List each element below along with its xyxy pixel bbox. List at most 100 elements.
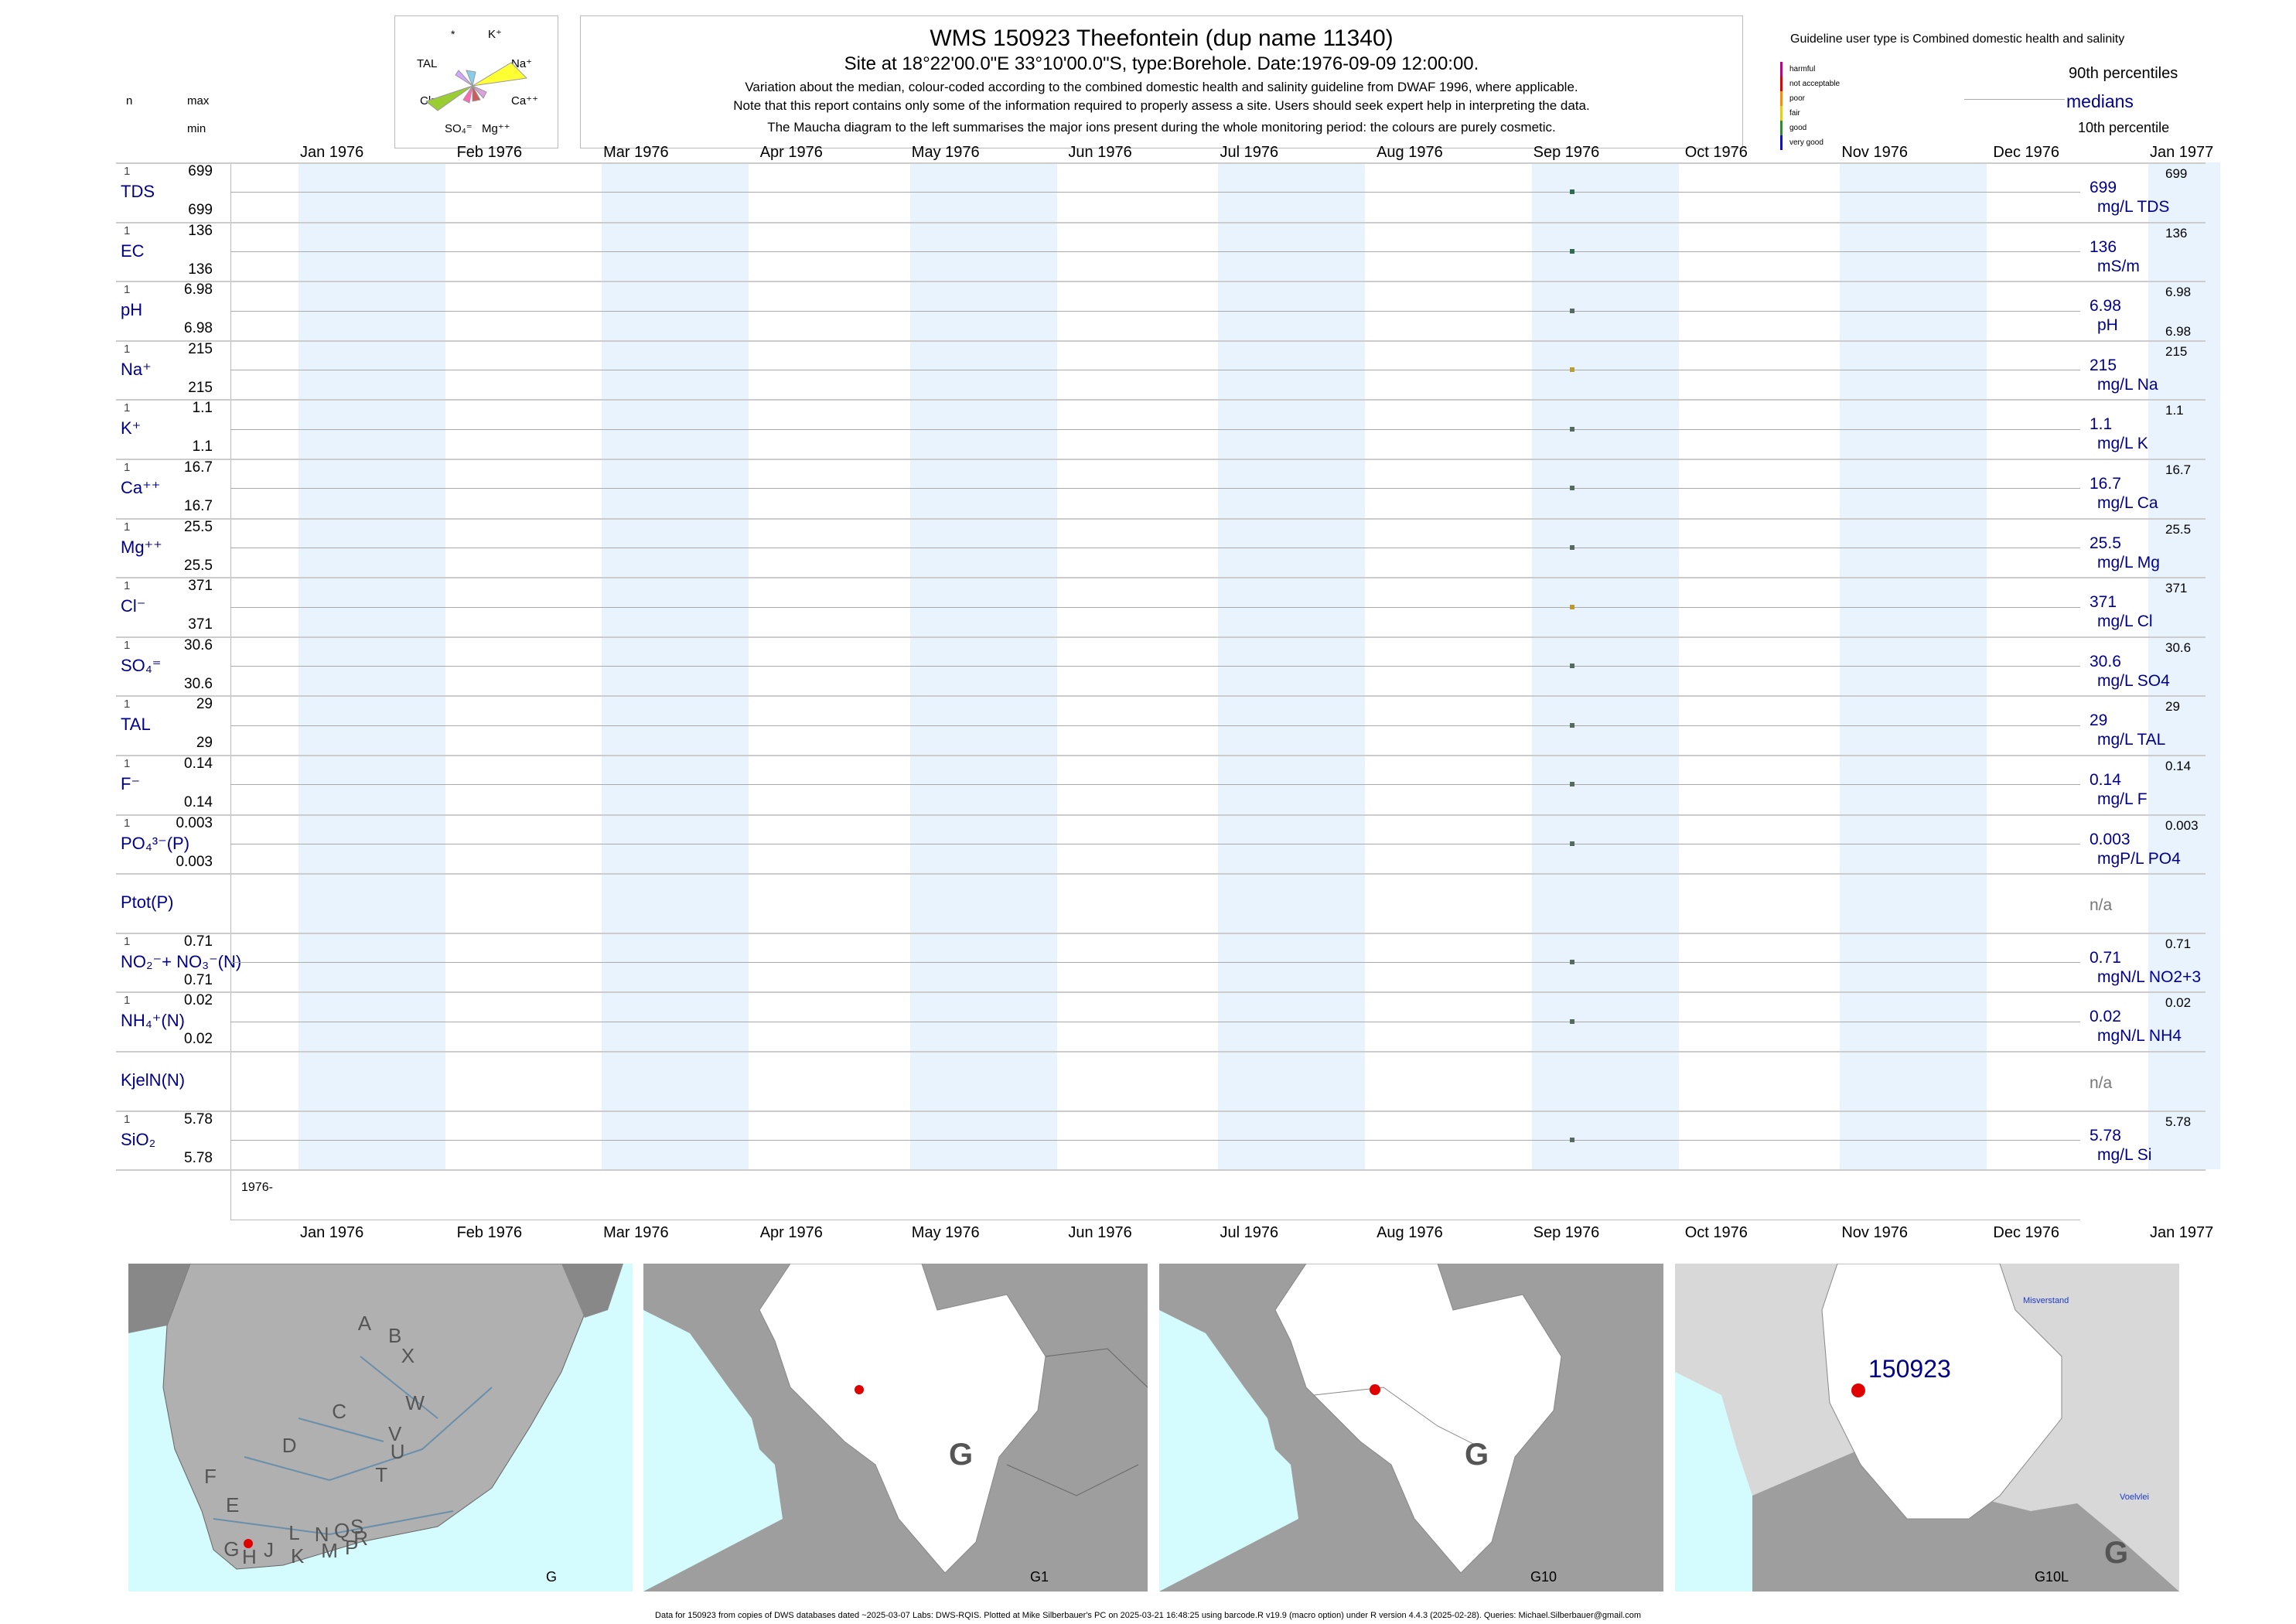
param-min: 6.98 (184, 320, 213, 337)
param-p90: 215 (2165, 343, 2188, 359)
param-max: 0.02 (184, 992, 213, 1009)
data-point (1569, 189, 1574, 195)
maucha-mg-label: Mg⁺⁺ (482, 122, 510, 135)
map-g1: G G1 (643, 1264, 1148, 1592)
param-median: 25.5 (2090, 534, 2121, 552)
param-label: Ptot(P) (121, 892, 174, 913)
param-p90: 29 (2165, 699, 2180, 715)
parameter-row (116, 517, 2206, 578)
param-label: pH (121, 300, 143, 320)
param-p90: 0.71 (2165, 936, 2192, 951)
note-3: The Maucha diagram to the left summarise… (767, 120, 1556, 135)
param-max: 25.5 (184, 518, 213, 535)
param-label: Na⁺ (121, 359, 152, 379)
param-p90: 0.02 (2165, 995, 2192, 1011)
param-min: 0.14 (184, 794, 213, 810)
map-sa-catchment-letter: B (388, 1324, 402, 1347)
param-min: 215 (188, 379, 213, 396)
legend-swatch-label: fair (1789, 109, 1800, 118)
median-line (230, 606, 2080, 608)
map-sa-label: G (546, 1569, 558, 1585)
map-g1-site-marker (855, 1385, 864, 1394)
map-sa-catchment-letter: Q (334, 1519, 350, 1542)
param-label: TAL (121, 715, 151, 735)
page-title: WMS 150923 Theefontein (dup name 11340) (930, 26, 1394, 51)
map-sa-catchment-letter: D (281, 1434, 297, 1457)
map-g1-label: G1 (1030, 1569, 1049, 1585)
map-sa-catchment-letter: G (223, 1537, 240, 1561)
map-g10-catchment (1274, 1264, 1562, 1574)
maucha-so4-petal (462, 85, 473, 104)
data-point (1569, 426, 1574, 432)
param-median: 371 (2090, 593, 2117, 612)
param-min: 0.003 (176, 853, 213, 870)
data-point (1569, 367, 1574, 373)
month-label-top: Jan 1976 (300, 144, 364, 161)
map-sa-catchment-letter: H (242, 1545, 257, 1568)
param-unit: mg/L F (2097, 790, 2148, 808)
note-1: Variation about the median, colour-coded… (745, 80, 1578, 94)
legend-swatch-color (1780, 62, 1783, 77)
param-min: 136 (188, 261, 213, 278)
plot-frame (230, 162, 2080, 1220)
footer: Data for 150923 from copies of DWS datab… (655, 1611, 1641, 1620)
param-max: 215 (188, 340, 213, 357)
param-min: 25.5 (184, 557, 213, 574)
legend-swatch-color (1780, 77, 1783, 91)
param-median: 0.14 (2090, 771, 2121, 789)
maucha-k-petal (466, 70, 476, 87)
parameter-row (116, 814, 2206, 874)
map-sa-catchment-letter: W (405, 1391, 425, 1414)
param-label: K⁺ (121, 418, 142, 438)
parameter-row (116, 221, 2206, 281)
map-sa-catchment-letter: P (345, 1536, 359, 1559)
param-median: 215 (2090, 356, 2117, 374)
param-max: 371 (188, 578, 213, 595)
map-g1-sea (643, 1310, 783, 1592)
param-unit: mg/L SO4 (2097, 671, 2170, 690)
param-n: 1 (124, 579, 131, 593)
param-min: 1.1 (192, 438, 213, 455)
median-line (230, 488, 2080, 490)
map-g1-borders (1006, 1348, 1148, 1496)
param-median: 5.78 (2090, 1126, 2121, 1145)
median-line (230, 251, 2080, 252)
legend-swatches: harmful not acceptable poor fair good very go… (1779, 62, 1840, 150)
map-g1-svg (643, 1264, 1148, 1592)
map-g1-big-label: G (949, 1438, 974, 1472)
data-point (1569, 664, 1574, 669)
map-g10-big-label: G (1465, 1438, 1489, 1472)
param-unit: pH (2097, 316, 2118, 335)
param-label: PO₄³⁻(P) (121, 833, 190, 853)
param-max: 1.1 (192, 400, 213, 417)
legend-swatch-label: poor (1789, 94, 1806, 103)
param-max: 29 (196, 696, 213, 713)
median-line (230, 725, 2080, 726)
map-sa-site-marker (244, 1539, 253, 1548)
param-label: EC (121, 241, 145, 261)
map-g10l-svg (1675, 1264, 2179, 1592)
legend-title: Guideline user type is Combined domestic… (1790, 32, 2125, 46)
param-min: 699 (188, 202, 213, 218)
map-g10-label: G10 (1530, 1569, 1557, 1585)
maucha-cl-petal (425, 85, 473, 111)
data-point (1569, 308, 1574, 313)
map-g10l-site-label: 150923 (1868, 1355, 1951, 1383)
maucha-so4-label: SO₄⁼ (445, 122, 473, 135)
param-label: SO₄⁼ (121, 655, 162, 675)
median-line (230, 310, 2080, 312)
site-line: Site at 18°22'00.0"E 33°10'00.0"S, type:… (844, 53, 1479, 74)
maucha-na-petal (472, 62, 528, 87)
header-max: max (187, 94, 210, 107)
param-label: Ca⁺⁺ (121, 478, 161, 497)
map-g10l: 150923 Misverstand Voelvlei G G10L (1675, 1264, 2179, 1592)
map-sa-catchment-letter: L (288, 1521, 300, 1544)
param-max: 5.78 (184, 1111, 213, 1128)
header-min: min (187, 122, 206, 135)
map-sa-neighbour-2 (561, 1264, 623, 1318)
param-n: 1 (124, 401, 131, 415)
param-max: 16.7 (184, 459, 213, 476)
median-line (230, 666, 2080, 667)
param-n: 1 (124, 757, 131, 770)
map-sa-catchment-letter: R (353, 1527, 368, 1550)
